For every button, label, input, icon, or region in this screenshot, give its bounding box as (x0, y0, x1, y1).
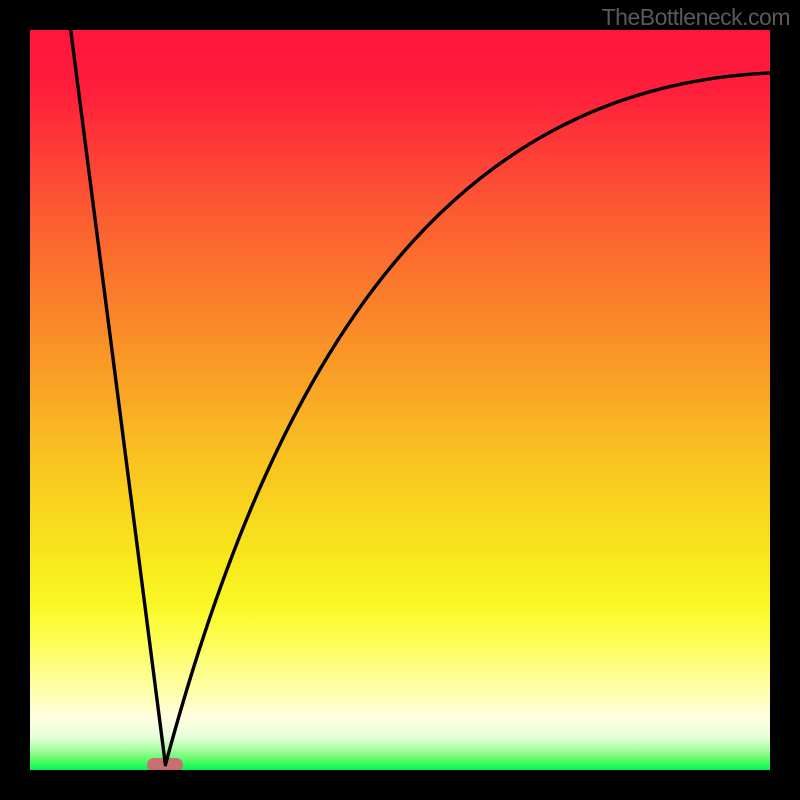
curve-path (71, 30, 770, 765)
watermark-text: TheBottleneck.com (602, 4, 790, 31)
plot-area (30, 30, 770, 770)
bottleneck-curve (30, 30, 770, 770)
